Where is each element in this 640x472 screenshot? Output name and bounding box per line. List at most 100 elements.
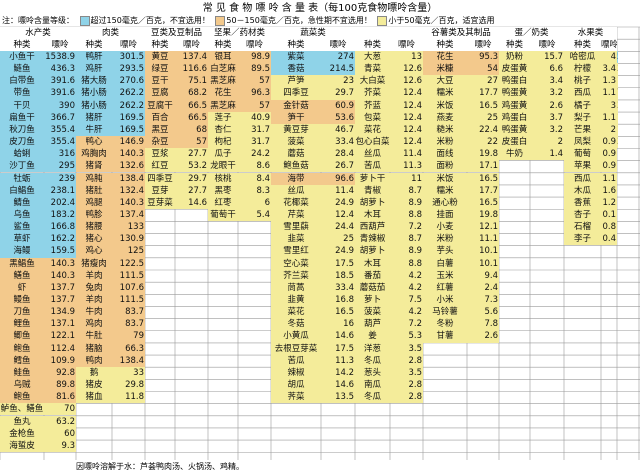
food-name-cell: 冬瓜 bbox=[355, 354, 390, 367]
purine-value-cell: 11.1 bbox=[467, 233, 499, 246]
food-name-cell: 百合 bbox=[145, 111, 175, 124]
food-name-cell: 葱头 bbox=[355, 366, 390, 380]
purine-value-cell: 2 bbox=[601, 123, 617, 137]
food-name-cell: 牛肉 bbox=[76, 306, 112, 319]
food-name-cell: 羊肉 bbox=[76, 294, 112, 307]
food-name-cell: 鸭肝 bbox=[76, 51, 112, 64]
purine-value-cell: 25 bbox=[467, 111, 499, 124]
food-name-cell: 芒果 bbox=[564, 123, 601, 137]
food-name-cell: 花生 bbox=[208, 87, 238, 100]
food-name-cell: 冬粉 bbox=[423, 318, 467, 331]
food-name-cell: 梨子 bbox=[564, 111, 601, 124]
food-name-cell: 沙丁鱼 bbox=[0, 160, 44, 173]
purine-value-cell: 1.2 bbox=[601, 196, 617, 209]
food-name-cell: 乌贼 bbox=[0, 379, 44, 392]
food-name-cell: 香蕉 bbox=[564, 196, 601, 209]
food-name-cell: 杏子 bbox=[564, 208, 601, 222]
food-name-cell: 秋刀鱼 bbox=[0, 123, 44, 137]
food-name-cell: 蘑菇茄 bbox=[355, 281, 390, 294]
purine-value-cell: 4.2 bbox=[390, 306, 423, 319]
purine-value-cell: 202.4 bbox=[44, 196, 76, 209]
purine-value-cell: 137.4 bbox=[112, 208, 145, 222]
purine-value-cell: 301.5 bbox=[112, 51, 145, 64]
food-name-cell: 猪大肠 bbox=[76, 75, 112, 88]
food-name-cell: 菠菜 bbox=[271, 136, 321, 149]
food-name-cell: 面粉 bbox=[423, 160, 467, 173]
purine-value-cell: 0.1 bbox=[601, 208, 617, 222]
food-name-cell: 牡蛎 bbox=[0, 172, 44, 185]
purine-value-cell: 12.6 bbox=[390, 63, 423, 76]
purine-value-cell: 24.9 bbox=[321, 196, 355, 209]
purine-value-cell: 28.4 bbox=[321, 148, 355, 161]
food-name-cell: 鸡胸肉 bbox=[76, 148, 112, 161]
food-name-cell: 去根豆芽菜 bbox=[271, 342, 321, 355]
purine-value-cell: 29.7 bbox=[321, 87, 355, 100]
food-name-cell: 牛奶 bbox=[499, 148, 530, 161]
purine-value-cell: 3.5 bbox=[390, 342, 423, 355]
purine-value-cell: 355.4 bbox=[44, 123, 76, 137]
food-name-cell: 牛肚 bbox=[76, 330, 112, 343]
food-name-cell: 韭菜 bbox=[271, 233, 321, 246]
category-header: 蔬菜类 bbox=[271, 27, 355, 40]
purine-value-cell: 183.2 bbox=[44, 208, 76, 222]
column-header-purine: 嘌呤 bbox=[175, 39, 208, 52]
food-name-cell: 扁鱼干 bbox=[0, 111, 44, 124]
purine-value-cell: 214.5 bbox=[321, 63, 355, 76]
purine-value-cell: 57 bbox=[238, 99, 271, 112]
purine-value-cell: 3.5 bbox=[390, 366, 423, 380]
food-name-cell: 米粉 bbox=[423, 233, 467, 246]
food-name-cell: 红枣 bbox=[208, 196, 238, 209]
food-name-cell: 米饭 bbox=[423, 99, 467, 112]
food-name-cell: 燕麦 bbox=[423, 111, 467, 124]
food-name-cell: 白带鱼 bbox=[0, 75, 44, 88]
purine-value-cell: 1.1 bbox=[601, 87, 617, 100]
column-header-name: 种类 bbox=[499, 39, 530, 52]
purine-value-cell: 9.3 bbox=[44, 439, 76, 452]
purine-value-cell: 137.7 bbox=[44, 294, 76, 307]
column-header-purine: 嘌呤 bbox=[238, 39, 271, 52]
food-name-cell: 白芝麻 bbox=[208, 63, 238, 76]
food-name-cell: 干贝 bbox=[0, 99, 44, 112]
purine-value-cell: 2.6 bbox=[467, 330, 499, 343]
purine-value-cell: 14.6 bbox=[175, 196, 208, 209]
category-header: 蛋／奶类 bbox=[499, 27, 564, 40]
purine-value-cell: 169.5 bbox=[112, 123, 145, 137]
column-header-purine: 嘌呤 bbox=[530, 39, 564, 52]
purine-value-cell: 14.6 bbox=[321, 330, 355, 343]
food-name-cell: 木瓜 bbox=[564, 184, 601, 197]
food-name-cell: 鸡肫 bbox=[76, 172, 112, 185]
food-name-cell: 鸭蛋白 bbox=[499, 75, 530, 88]
food-name-cell: 芦笋 bbox=[271, 75, 321, 88]
purine-value-cell: 3 bbox=[601, 99, 617, 112]
purine-value-cell: 293.5 bbox=[112, 63, 145, 76]
food-name-cell: 鲍鱼 bbox=[0, 391, 44, 404]
category-header: 豆类及豆制品 bbox=[145, 27, 208, 40]
food-name-cell: 冬瓜 bbox=[355, 391, 390, 404]
food-name-cell: 丝瓜 bbox=[271, 184, 321, 197]
food-name-cell: 西瓜 bbox=[564, 87, 601, 100]
food-name-cell: 豆干 bbox=[145, 75, 175, 88]
purine-value-cell: 3.2 bbox=[530, 87, 564, 100]
food-name-cell: 豆腐干 bbox=[145, 99, 175, 112]
food-name-cell: 小麦 bbox=[423, 221, 467, 234]
food-name-cell: 鳝鱼 bbox=[0, 269, 44, 282]
food-name-cell: 乌鱼 bbox=[0, 208, 44, 222]
purine-value-cell: 0.9 bbox=[601, 160, 617, 173]
food-name-cell: 豆芽菜 bbox=[145, 196, 175, 209]
purine-value-cell: 92.8 bbox=[44, 366, 76, 380]
column-header-name: 种类 bbox=[423, 39, 467, 52]
purine-value-cell: 11.8 bbox=[112, 391, 145, 404]
purine-value-cell: 134.9 bbox=[44, 306, 76, 319]
food-name-cell: 皮蛋黄 bbox=[499, 63, 530, 76]
food-name-cell: 苦瓜 bbox=[271, 354, 321, 367]
food-name-cell: 羊肉 bbox=[76, 269, 112, 282]
purine-value-cell: 70 bbox=[44, 403, 76, 416]
food-name-cell: 姜 bbox=[355, 330, 390, 343]
purine-value-cell: 29.8 bbox=[112, 379, 145, 392]
food-name-cell: 李子 bbox=[564, 233, 601, 246]
food-name-cell: 胡萝卜 bbox=[355, 196, 390, 209]
purine-value-cell: 9.4 bbox=[467, 269, 499, 282]
purine-value-cell: 137.4 bbox=[175, 51, 208, 64]
purine-value-cell: 54 bbox=[467, 63, 499, 76]
food-name-cell: 青椒 bbox=[355, 184, 390, 197]
